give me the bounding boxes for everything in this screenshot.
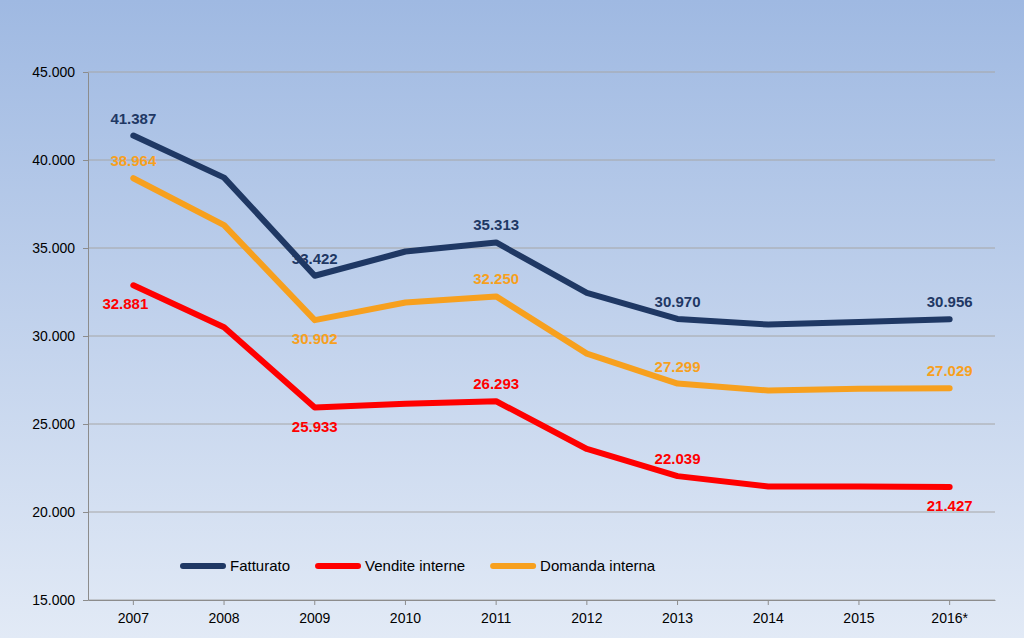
legend-label: Domanda interna [540, 557, 656, 574]
x-tick: 2008 [208, 600, 239, 626]
y-tick: 30.000 [32, 328, 88, 344]
y-tick: 15.000 [32, 592, 88, 608]
legend-swatch [318, 563, 358, 569]
grid [88, 72, 995, 600]
data-label: 41.387 [110, 110, 156, 127]
x-tick-label: 2009 [299, 610, 330, 626]
legend-item: Domanda interna [493, 557, 656, 574]
x-tick: 2015 [843, 600, 874, 626]
y-tick: 20.000 [32, 504, 88, 520]
data-label: 30.956 [927, 293, 973, 310]
x-tick: 2011 [481, 600, 511, 626]
x-tick-label: 2008 [208, 610, 239, 626]
data-label: 30.902 [292, 330, 338, 347]
y-tick-mark [83, 72, 88, 73]
y-tick: 40.000 [32, 152, 88, 168]
x-tick-mark [677, 600, 678, 605]
x-tick-label: 2012 [571, 610, 602, 626]
x-tick: 2014 [753, 600, 784, 626]
data-label: 22.039 [655, 450, 701, 467]
x-tick-mark [224, 600, 225, 605]
x-tick-mark [496, 600, 497, 605]
x-tick-mark [405, 600, 406, 605]
x-tick: 2009 [299, 600, 330, 626]
grid-line [88, 336, 995, 337]
x-tick-label: 2010 [390, 610, 421, 626]
data-label: 21.427 [927, 497, 973, 514]
grid-line [88, 160, 995, 161]
data-label: 26.293 [473, 375, 519, 392]
data-label: 30.970 [655, 293, 701, 310]
y-tick-mark [83, 424, 88, 425]
data-label: 25.933 [292, 418, 338, 435]
y-tick: 25.000 [32, 416, 88, 432]
legend-swatch [183, 563, 223, 569]
data-label: 32.250 [473, 270, 519, 287]
y-axis-line [88, 73, 89, 601]
y-tick: 35.000 [32, 240, 88, 256]
x-axis: 2007 2008 2009 2010 2011 2012 2013 2014 2015 2016… [89, 600, 996, 626]
y-tick-label: 35.000 [32, 240, 75, 256]
x-tick: 2012 [571, 600, 602, 626]
data-label: 32.881 [102, 295, 148, 312]
x-tick-mark [949, 600, 950, 605]
y-tick-label: 40.000 [32, 152, 75, 168]
y-tick-label: 20.000 [32, 504, 75, 520]
series-line [133, 178, 949, 390]
x-tick-label: 2011 [481, 610, 511, 626]
x-tick-mark [768, 600, 769, 605]
x-tick: 2010 [390, 600, 421, 626]
y-tick-label: 25.000 [32, 416, 75, 432]
grid-line [88, 72, 995, 73]
x-tick: 2013 [662, 600, 693, 626]
y-tick-mark [83, 160, 88, 161]
y-tick-label: 30.000 [32, 328, 75, 344]
legend-item: Fatturato [183, 557, 290, 574]
legend-label: Fatturato [230, 557, 290, 574]
data-label: 27.029 [927, 362, 973, 379]
background [0, 0, 1024, 638]
x-tick: 2016* [931, 600, 968, 626]
x-tick-label: 2007 [118, 610, 149, 626]
x-tick: 2007 [118, 600, 149, 626]
data-labels: 41.387 33.422 35.313 30.970 30.956 32.881 25.9… [102, 110, 972, 514]
x-tick-mark [858, 600, 859, 605]
legend-swatch [493, 563, 533, 569]
y-axis: 15.000 20.000 25.000 30.000 35.000 40.000 45.0… [32, 64, 88, 608]
y-tick-mark [83, 248, 88, 249]
y-tick: 45.000 [32, 64, 88, 80]
plot-area [133, 136, 949, 487]
legend-label: Vendite interne [365, 557, 465, 574]
grid-line [88, 248, 995, 249]
x-tick-label: 2014 [753, 610, 784, 626]
y-tick-mark [83, 600, 88, 601]
y-tick-label: 45.000 [32, 64, 75, 80]
x-tick-mark [314, 600, 315, 605]
chart: 15.000 20.000 25.000 30.000 35.000 40.000 45.0… [0, 0, 1024, 638]
y-tick-label: 15.000 [32, 592, 75, 608]
y-tick-mark [83, 336, 88, 337]
data-label: 33.422 [292, 250, 338, 267]
data-label: 38.964 [110, 152, 157, 169]
data-label: 27.299 [655, 358, 701, 375]
legend-item: Vendite interne [318, 557, 465, 574]
data-label: 35.313 [473, 216, 519, 233]
grid-line [88, 512, 995, 513]
x-tick-mark [133, 600, 134, 605]
x-tick-label: 2015 [843, 610, 874, 626]
series-line [133, 285, 949, 487]
series-line [133, 136, 949, 325]
legend: Fatturato Vendite interne Domanda interna [183, 557, 656, 574]
x-tick-mark [586, 600, 587, 605]
x-tick-label: 2013 [662, 610, 693, 626]
y-tick-mark [83, 512, 88, 513]
x-tick-label: 2016* [931, 610, 968, 626]
